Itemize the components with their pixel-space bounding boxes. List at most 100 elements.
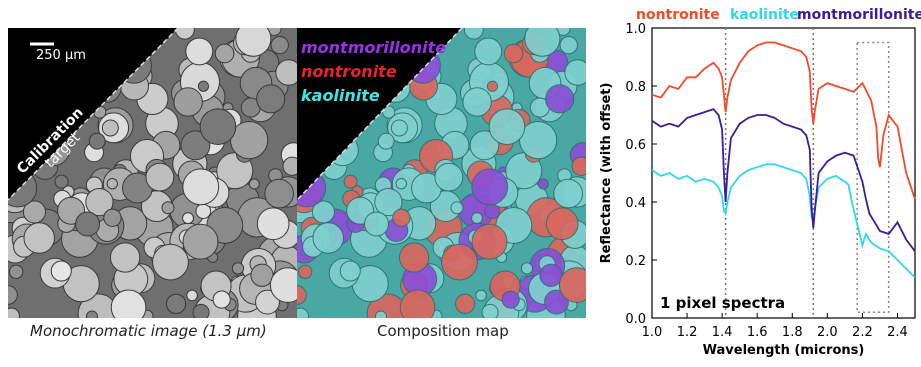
grain <box>186 289 198 302</box>
grain <box>524 28 561 57</box>
y-tick-label: 0.2 <box>625 254 646 269</box>
grain <box>486 80 499 92</box>
legend-nontronite: nontronite <box>301 62 397 81</box>
grain <box>398 242 430 273</box>
series-nontronite <box>651 41 916 200</box>
grain <box>298 264 313 279</box>
y-tick-label: 0.8 <box>625 80 646 95</box>
grain <box>165 293 187 314</box>
grain <box>390 119 408 137</box>
x-tick-label: 1.0 <box>642 325 663 340</box>
grain <box>22 200 46 224</box>
grain <box>161 201 175 215</box>
y-tick-label: 1.0 <box>625 22 646 37</box>
grain <box>85 310 99 318</box>
grain <box>248 178 260 190</box>
legend-kaolinite: kaolinite <box>730 7 799 23</box>
grain <box>182 168 220 206</box>
grain <box>553 178 583 209</box>
grain <box>199 108 237 145</box>
series-kaolinite <box>651 163 916 279</box>
grain <box>471 168 509 206</box>
grain <box>152 243 189 281</box>
grain <box>23 222 55 254</box>
grain <box>180 130 211 161</box>
grain <box>214 43 235 64</box>
grain <box>173 87 203 117</box>
grain <box>311 200 335 224</box>
x-tick-label: 1.6 <box>747 325 768 340</box>
grain <box>564 59 586 86</box>
legend-nontronite: nontronite <box>636 7 720 23</box>
grain <box>50 260 72 282</box>
plot-frame <box>651 27 916 319</box>
grain <box>230 121 269 160</box>
grain <box>488 108 526 145</box>
grain <box>364 211 390 237</box>
grain <box>269 267 297 303</box>
y-tick-label: 0.6 <box>625 138 646 153</box>
scale-bar-label: 250 µm <box>36 48 86 63</box>
composition-map: montmorillonite nontronite kaolinite <box>297 28 586 318</box>
grain <box>374 310 388 318</box>
y-tick-label: 0.4 <box>625 196 646 211</box>
grain <box>212 290 231 309</box>
legend-montmorillonite: montmorillonite <box>797 7 921 23</box>
grain <box>182 212 194 225</box>
chart-annotation: 1 pixel spectra <box>660 294 785 312</box>
grain <box>9 264 24 279</box>
grain <box>463 28 484 40</box>
grain <box>481 303 499 318</box>
grain <box>297 307 309 318</box>
grain <box>235 28 272 57</box>
grain <box>185 37 214 66</box>
grain <box>558 267 586 303</box>
grain <box>434 162 464 192</box>
grain <box>192 303 210 318</box>
grain <box>571 156 586 176</box>
legend-montmorillonite: montmorillonite <box>301 38 447 57</box>
grain <box>374 187 403 217</box>
grain <box>377 132 395 150</box>
grain <box>537 178 549 190</box>
grain <box>256 84 286 114</box>
grain <box>450 201 464 215</box>
grain <box>501 290 520 309</box>
grain <box>88 132 106 150</box>
grain <box>256 207 290 241</box>
grain <box>519 121 558 160</box>
grain <box>343 174 358 189</box>
grain <box>231 262 245 275</box>
grain <box>8 307 20 318</box>
grain <box>454 293 476 314</box>
grain <box>471 223 508 260</box>
grain <box>462 87 492 117</box>
grain <box>441 243 478 281</box>
grain <box>474 37 503 66</box>
composition-caption: Composition map <box>377 322 509 340</box>
grain <box>282 156 297 176</box>
series-montmorillonite <box>651 108 916 252</box>
grain <box>392 208 411 227</box>
grain <box>101 119 119 137</box>
grain <box>559 35 578 55</box>
mono-caption: Monochromatic image (1.3 µm) <box>30 322 267 340</box>
y-axis-label: Reflectance (with offset) <box>599 83 614 264</box>
y-tick-label: 0.0 <box>625 312 646 327</box>
x-axis-label: Wavelength (microns) <box>703 343 865 358</box>
composition-mask <box>297 28 463 201</box>
x-tick-label: 2.0 <box>817 325 838 340</box>
grain <box>275 59 297 86</box>
grain <box>197 80 210 92</box>
grain <box>520 262 534 275</box>
grain <box>503 43 524 64</box>
grain <box>270 35 289 55</box>
grain <box>297 285 307 305</box>
x-tick-label: 1.2 <box>677 325 698 340</box>
grain <box>8 285 18 305</box>
grain <box>264 178 294 209</box>
x-tick-label: 2.4 <box>887 325 908 340</box>
spectra-chart: 1.0 1.2 1.4 1.6 1.8 2.0 2.2 2.4 0.0 0.2 0.4 0.6 0.8 1… <box>590 0 921 362</box>
grain <box>106 177 118 190</box>
grain <box>339 260 361 282</box>
